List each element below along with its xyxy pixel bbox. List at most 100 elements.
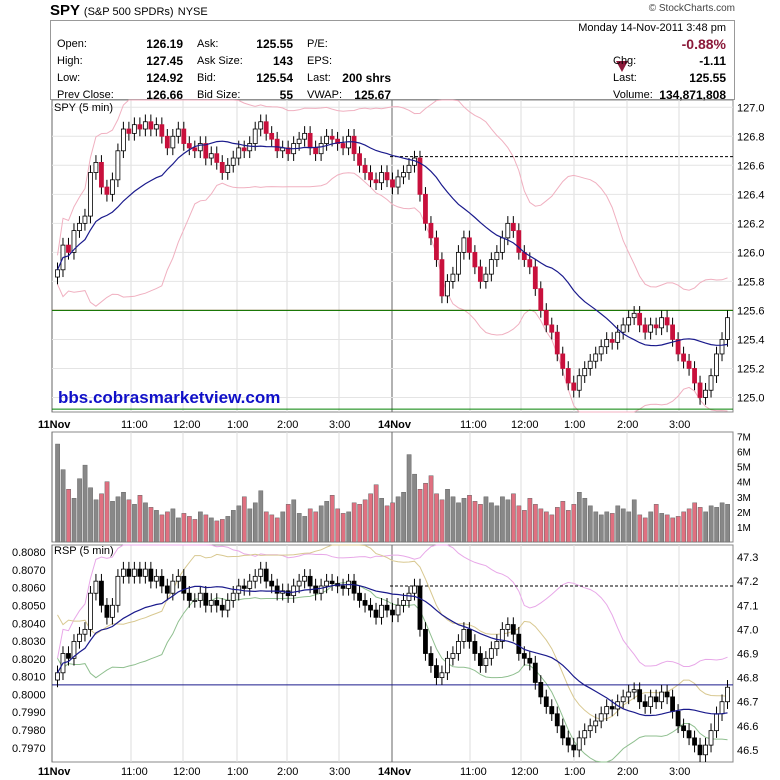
rsp-candle bbox=[488, 648, 494, 659]
spy-candle bbox=[714, 353, 719, 377]
spy-candle bbox=[417, 157, 423, 195]
spy-candle bbox=[71, 230, 77, 253]
volume-bar bbox=[241, 496, 247, 543]
volume-bar bbox=[60, 469, 66, 543]
change-percent: -0.88% bbox=[681, 36, 726, 52]
volume-bar bbox=[489, 502, 494, 543]
volume-bar bbox=[368, 493, 373, 543]
volume-bar bbox=[82, 464, 88, 543]
spy-candle bbox=[615, 331, 621, 343]
volume-bar bbox=[351, 502, 357, 543]
rsp-candle bbox=[241, 585, 247, 589]
volume-bar bbox=[66, 489, 71, 543]
rsp-candle bbox=[631, 689, 637, 693]
open-value: 126.19 bbox=[146, 37, 183, 51]
ask-value: 125.55 bbox=[256, 37, 293, 51]
volume-bar bbox=[472, 501, 478, 543]
rsp-candle bbox=[499, 628, 505, 642]
last-label: Last: bbox=[307, 72, 331, 84]
volume-tick-label: 6M bbox=[737, 448, 751, 459]
volume-bar bbox=[582, 498, 588, 543]
rsp-candle bbox=[186, 592, 192, 601]
x-tick-label: 3:00 bbox=[329, 766, 350, 778]
spy-candle bbox=[258, 121, 264, 130]
rsp-candle bbox=[362, 600, 368, 606]
rsp-candle bbox=[516, 633, 522, 654]
spy-candle bbox=[549, 324, 555, 333]
spy-candle bbox=[164, 135, 170, 149]
spy-candle bbox=[384, 172, 390, 181]
rsp-candle bbox=[373, 609, 379, 618]
spy-candle bbox=[510, 222, 516, 232]
rsp-left-tick-label: 0.8040 bbox=[12, 618, 46, 630]
volume-bar bbox=[269, 514, 275, 543]
volume-bar bbox=[209, 517, 214, 543]
spy-candle bbox=[181, 128, 187, 144]
rsp-candle bbox=[192, 600, 198, 602]
rsp-candle bbox=[642, 701, 648, 707]
rsp-candle bbox=[434, 665, 439, 679]
rsp-candle bbox=[692, 737, 697, 746]
rsp-candle bbox=[208, 600, 214, 606]
ask-size-label: Ask Size: bbox=[197, 55, 243, 67]
spy-candle bbox=[681, 353, 686, 362]
spy-candle bbox=[582, 368, 588, 377]
volume-bar bbox=[230, 510, 236, 543]
volume-bar bbox=[280, 511, 286, 543]
rsp-candle bbox=[82, 628, 88, 635]
rsp-right-tick-label: 46.8 bbox=[737, 673, 758, 685]
spy-panel-title: SPY (5 min) bbox=[54, 102, 113, 114]
rsp-candle bbox=[670, 696, 675, 712]
volume-label: Volume: bbox=[613, 89, 653, 101]
rsp-candle bbox=[340, 585, 346, 589]
spy-candle bbox=[571, 382, 577, 391]
spy-candle bbox=[269, 132, 275, 140]
volume-bar bbox=[450, 496, 456, 543]
bid-size-label: Bid Size: bbox=[197, 89, 241, 101]
low-label: Low: bbox=[57, 72, 81, 84]
volume-bar bbox=[357, 504, 362, 543]
spy-candle bbox=[197, 143, 203, 152]
x-tick-label: 12:00 bbox=[173, 766, 201, 778]
prev-close-value: 126.66 bbox=[146, 88, 183, 102]
volume-bar bbox=[143, 502, 148, 543]
spy-candle bbox=[247, 143, 253, 152]
low-value: 124.92 bbox=[146, 71, 183, 85]
spy-candle bbox=[313, 147, 319, 155]
volume-bar bbox=[516, 505, 522, 543]
volume-bar bbox=[258, 490, 264, 543]
volume-bar bbox=[148, 507, 154, 543]
volume-bar bbox=[648, 511, 654, 543]
rsp-candle bbox=[527, 657, 533, 664]
volume-bar bbox=[505, 499, 511, 543]
rsp-candle bbox=[532, 662, 538, 683]
volume-bar bbox=[445, 489, 450, 543]
rsp-candle bbox=[225, 600, 231, 611]
spy-candle bbox=[488, 259, 494, 275]
rsp-candle bbox=[560, 725, 566, 739]
y-tick-label: 127.0 bbox=[737, 102, 765, 114]
brand-logo[interactable]: © StockCharts.com bbox=[648, 3, 735, 14]
rsp-candle bbox=[142, 568, 148, 577]
volume-bar bbox=[571, 504, 577, 543]
volume-bar bbox=[708, 505, 714, 543]
rsp-candle bbox=[164, 585, 170, 594]
spy-candle bbox=[110, 179, 115, 195]
spy-candle bbox=[725, 317, 730, 340]
rsp-candle bbox=[428, 653, 434, 666]
down-arrow-icon bbox=[616, 61, 628, 72]
volume-bar bbox=[236, 505, 242, 543]
spy-candle bbox=[77, 222, 82, 232]
volume-value: 134,871,808 bbox=[659, 88, 726, 102]
spy-candle bbox=[373, 179, 379, 184]
spy-candle bbox=[565, 368, 571, 384]
x-tick-label: 12:00 bbox=[511, 766, 539, 778]
spy-candle bbox=[126, 128, 132, 134]
volume-bar bbox=[296, 513, 302, 543]
volume-bar bbox=[500, 496, 505, 543]
bid-size-value: 55 bbox=[279, 88, 293, 102]
spy-candle bbox=[697, 382, 703, 398]
volume-bar bbox=[132, 504, 137, 543]
spy-candle bbox=[82, 215, 88, 224]
